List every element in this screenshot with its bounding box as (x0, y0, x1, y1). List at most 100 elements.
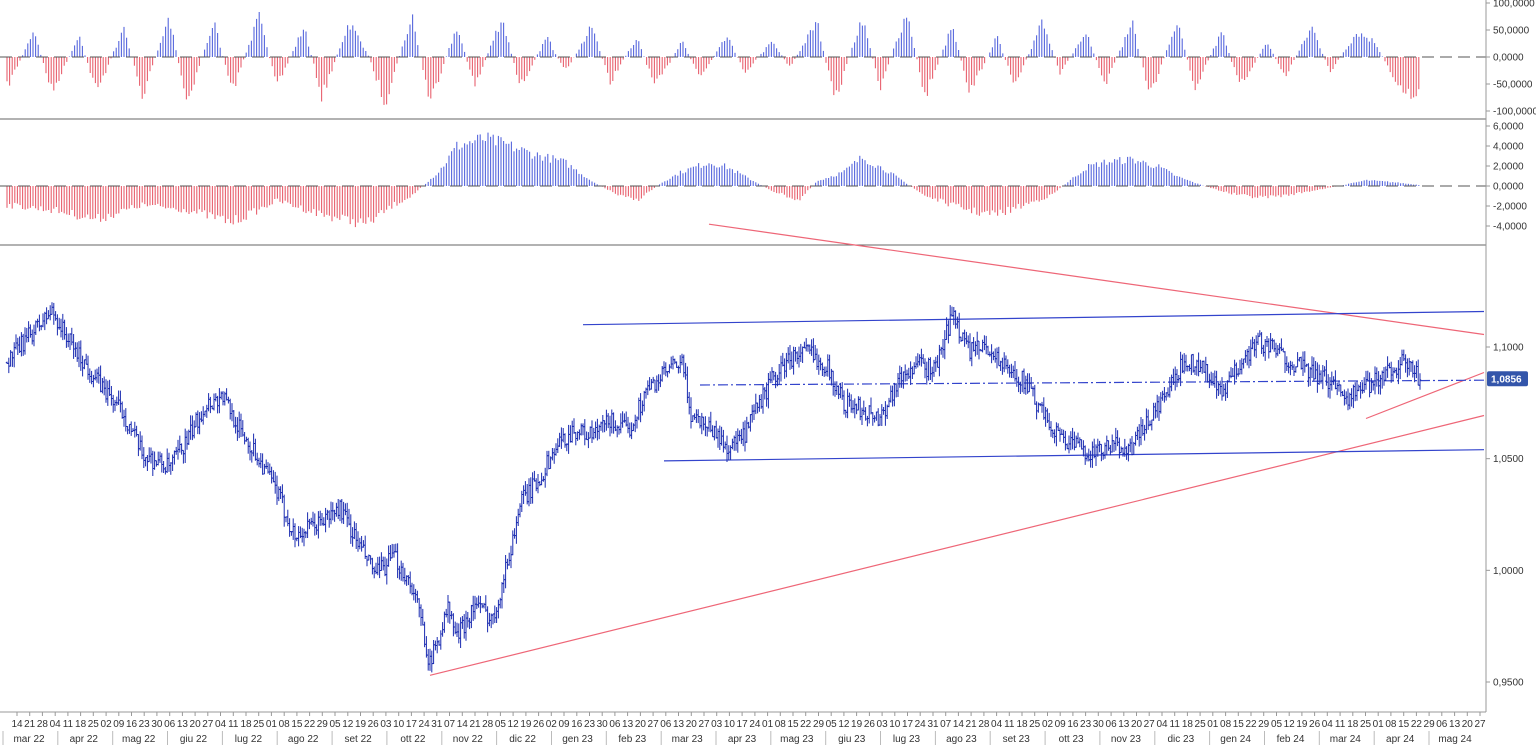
x-axis-day-label: 11 (1004, 719, 1015, 730)
upper-axis-tick-label: -100,0000 (1493, 107, 1536, 118)
x-axis-day-label: 11 (63, 719, 74, 730)
x-axis-day-label: 07 (444, 719, 456, 730)
x-axis-day-label: 01 (266, 719, 278, 730)
upper-oscillator-bars (6, 12, 1420, 105)
x-axis-day-label: 29 (1424, 719, 1436, 730)
x-axis-month-label: gen 24 (1220, 734, 1251, 745)
x-axis-day-label: 17 (737, 719, 749, 730)
x-axis-day-label: 23 (584, 719, 596, 730)
x-axis-month-label: mar 22 (13, 734, 45, 745)
x-axis-day-label: 30 (597, 719, 609, 730)
x-axis-day-label: 22 (1245, 719, 1257, 730)
x-axis-day-label: 15 (291, 719, 303, 730)
x-axis-day-label: 18 (240, 719, 252, 730)
x-axis-day-label: 13 (177, 719, 189, 730)
x-axis-month-label: set 23 (1003, 734, 1031, 745)
last-price-marker: 1,0856 (1487, 371, 1528, 387)
x-axis-day-label: 04 (991, 719, 1003, 730)
x-axis-day-label: 15 (787, 719, 799, 730)
middle-oscillator-panel: 6,0000 4,0000 2,0000 0,0000 -2,0000 -4,0000 (0, 122, 1527, 233)
x-axis-day-label: 31 (927, 719, 939, 730)
x-axis-day-label: 20 (190, 719, 202, 730)
x-axis-day-label: 13 (622, 719, 634, 730)
x-axis-day-label: 02 (1042, 719, 1054, 730)
x-axis-month-label: mar 23 (672, 734, 704, 745)
x-axis-day-label: 08 (1385, 719, 1397, 730)
red-support-line (429, 414, 1485, 676)
x-axis-day-label: 24 (915, 719, 927, 730)
x-axis-day-label: 02 (101, 719, 113, 730)
x-axis-month-label: nov 22 (453, 734, 483, 745)
x-axis-day-label: 13 (1118, 719, 1130, 730)
price-axis: 1,1000 1,0500 1,0000 0,9500 (1486, 343, 1524, 689)
middle-axis-tick-label: 4,0000 (1493, 142, 1524, 153)
x-axis-day-label: 04 (215, 719, 227, 730)
x-axis-day-label: 20 (635, 719, 647, 730)
x-axis-day-label: 26 (368, 719, 380, 730)
x-axis-month-label: mag 23 (780, 734, 814, 745)
x-axis-day-label: 06 (164, 719, 176, 730)
x-axis-day-label: 22 (800, 719, 812, 730)
upper-axis-tick-label: -50,0000 (1493, 80, 1533, 91)
x-axis-month-label: set 22 (344, 734, 372, 745)
price-axis-tick-label: 1,0000 (1493, 566, 1524, 577)
x-axis-day-label: 12 (1284, 719, 1296, 730)
x-axis-month-label: feb 24 (1277, 734, 1305, 745)
x-axis-day-label: 18 (75, 719, 87, 730)
price-panel: 1,1000 1,0500 1,0000 0,9500 1,0856 (5, 223, 1528, 689)
x-axis-month-label: dic 22 (509, 734, 536, 745)
x-axis-day-label: 13 (1449, 719, 1461, 730)
x-axis-month-labels: mar 22 apr 22 mag 22 giu 22 lug 22 ago 22 set … (2, 731, 1472, 745)
x-axis-day-label: 06 (660, 719, 672, 730)
x-axis-day-label: 05 (495, 719, 507, 730)
x-axis-day-label: 17 (902, 719, 914, 730)
x-axis-day-label: 10 (393, 719, 405, 730)
price-axis-tick-label: 1,1000 (1493, 343, 1524, 354)
x-axis-month-label: dic 23 (1167, 734, 1194, 745)
x-axis-day-label: 23 (1080, 719, 1092, 730)
x-axis-day-label: 10 (889, 719, 901, 730)
x-axis-day-label: 14 (953, 719, 965, 730)
x-axis-month-label: ago 22 (288, 734, 319, 745)
x-axis-day-label: 02 (546, 719, 558, 730)
x-axis-day-label: 29 (1258, 719, 1270, 730)
middle-axis-tick-label: 2,0000 (1493, 162, 1524, 173)
x-axis-month-label: mar 24 (1330, 734, 1362, 745)
x-axis-day-label: 21 (966, 719, 978, 730)
x-axis-day-label: 09 (558, 719, 570, 730)
x-axis-day-label: 27 (202, 719, 214, 730)
upper-oscillator-axis: 100,0000 50,0000 0,0000 -50,0000 -100,0000 (1486, 0, 1536, 118)
red-resistance-line (708, 223, 1485, 336)
price-bars (5, 302, 1422, 673)
x-axis-month-label: lug 22 (235, 734, 263, 745)
x-axis-day-label: 06 (609, 719, 621, 730)
x-axis-day-label: 03 (877, 719, 889, 730)
x-axis-day-label: 04 (1322, 719, 1334, 730)
x-axis-day-label: 15 (1398, 719, 1410, 730)
last-price-label: 1,0856 (1491, 375, 1522, 386)
last-price-box (1487, 371, 1528, 387)
x-axis-month-label: apr 23 (728, 734, 757, 745)
x-axis-month-label: feb 23 (618, 734, 646, 745)
x-axis-day-label: 03 (380, 719, 392, 730)
x-axis-day-label: 19 (1296, 719, 1308, 730)
x-axis-month-label: apr 22 (70, 734, 99, 745)
x-axis-day-label: 11 (1335, 719, 1346, 730)
x-axis-day-label: 27 (1144, 719, 1156, 730)
middle-axis-tick-label: 6,0000 (1493, 122, 1524, 133)
x-axis-month-label: nov 23 (1111, 734, 1141, 745)
x-axis-day-label: 01 (1373, 719, 1385, 730)
x-axis-day-label: 04 (50, 719, 62, 730)
x-axis-day-label: 24 (749, 719, 761, 730)
x-axis-day-label: 17 (406, 719, 418, 730)
x-axis-day-label: 05 (329, 719, 341, 730)
middle-axis-tick-label: 0,0000 (1493, 182, 1524, 193)
x-axis-day-label: 12 (342, 719, 354, 730)
x-axis-month-label: ott 23 (1059, 734, 1084, 745)
price-axis-tick-label: 0,9500 (1493, 678, 1524, 689)
x-axis-day-label: 16 (126, 719, 138, 730)
x-axis-day-label: 05 (1271, 719, 1283, 730)
blue-upper-channel-line (582, 310, 1485, 326)
blue-lower-channel-line (663, 449, 1485, 462)
x-axis-month-label: apr 24 (1386, 734, 1415, 745)
